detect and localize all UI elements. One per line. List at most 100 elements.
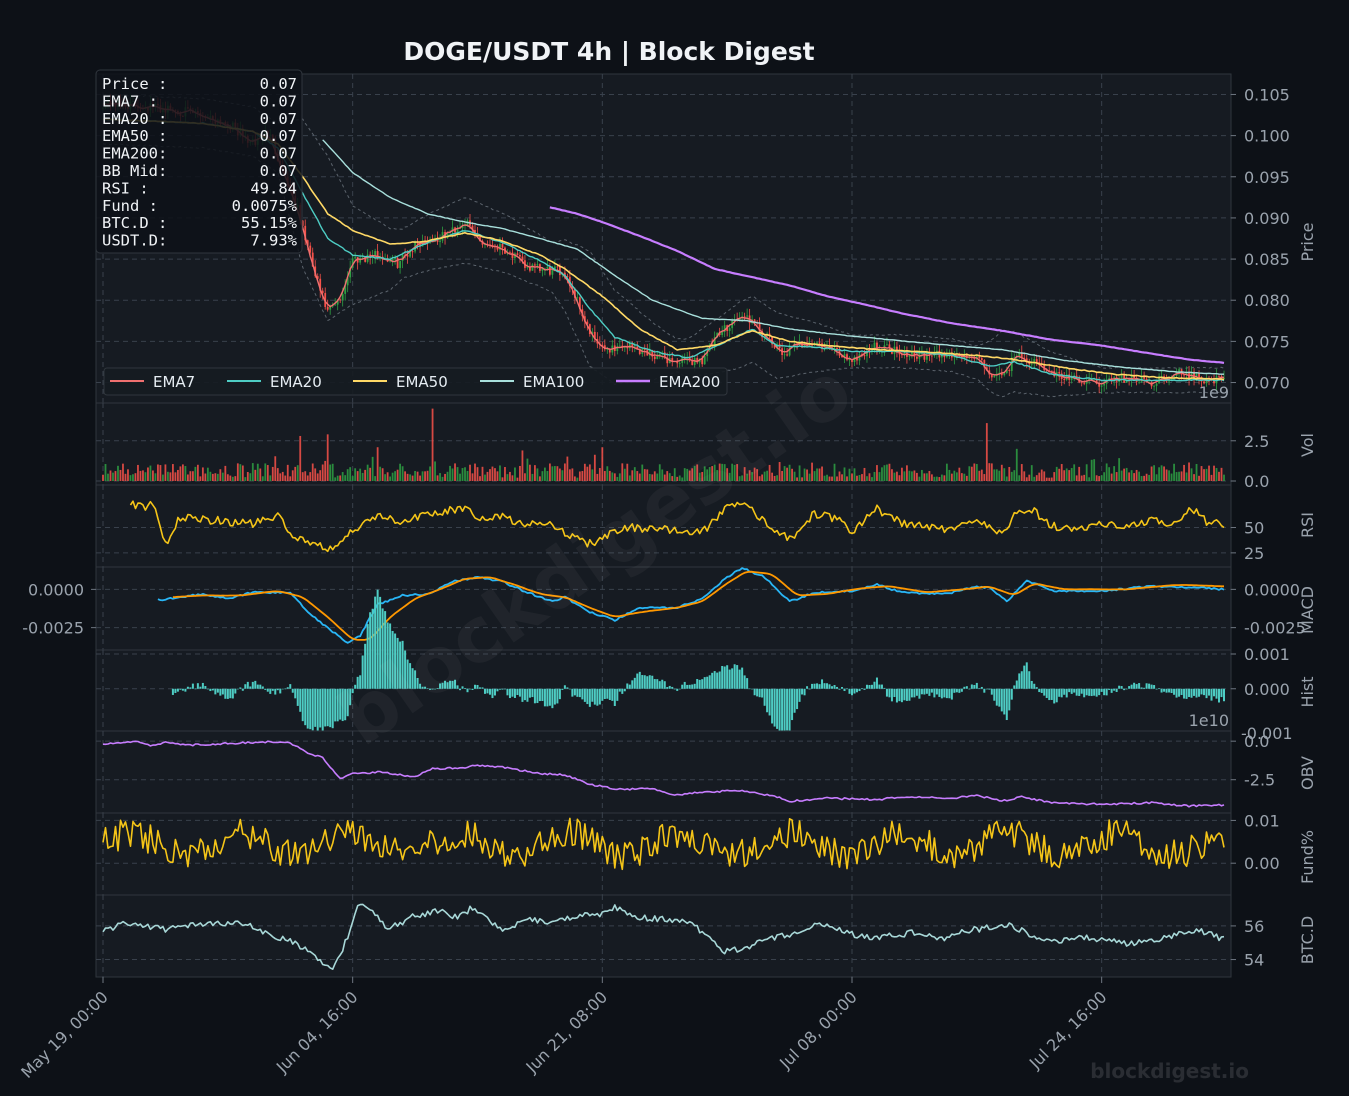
left-y-tick-macd-0: 0.0000 [28,580,84,599]
volume-bar [339,475,342,481]
volume-bar [841,474,843,481]
histogram-bar [868,685,871,689]
candle-body [329,306,332,310]
volume-bar [1155,474,1158,481]
histogram-bar [276,688,279,691]
histogram-bar [1040,688,1043,693]
candle-body [978,355,981,359]
candle-body [1178,369,1180,372]
volume-bar [426,470,429,481]
volume-bar [1060,464,1063,481]
volume-bar [1158,467,1160,481]
volume-bar [1153,465,1155,481]
volume-bar [109,470,112,481]
volume-bar [1063,470,1066,481]
volume-bar [1050,477,1053,481]
histogram-bar [793,688,796,713]
histogram-bar [611,688,614,701]
histogram-bar [309,688,312,730]
y-tick-btcd-0: 56 [1244,917,1264,936]
volume-bar [1045,477,1048,481]
candle-body [1030,363,1033,365]
histogram-bar [1100,688,1103,692]
volume-bar [329,464,332,481]
histogram-bar [269,688,272,694]
volume-bar [341,472,344,481]
volume-bar [623,468,626,481]
histogram-bar [741,667,744,689]
volume-bar [304,471,307,481]
candle-body [359,257,362,263]
volume-bar [1148,474,1151,481]
candle-body [1083,382,1086,384]
ema200-line [549,206,1225,364]
volume-bar [521,450,524,481]
volume-bar [955,472,958,481]
candle-body [796,343,798,345]
volume-bar [1175,472,1178,481]
volume-bar [181,464,184,481]
histogram-bar [791,688,794,721]
histogram-bar [1203,688,1206,696]
histogram-bar [478,687,481,689]
volume-bar [831,476,833,481]
candle-body [336,299,339,305]
histogram-bar [678,688,681,690]
histogram-bar [698,679,701,689]
candle-body [419,243,421,247]
histogram-bar [296,688,299,706]
candle-body [391,259,394,262]
histogram-bar [281,688,284,690]
histogram-bar [841,687,844,689]
candle-body [1143,375,1146,379]
histogram-bar [726,665,729,689]
volume-bar [858,475,861,481]
histogram-bar [1215,688,1218,699]
volume-bar [424,471,426,481]
histogram-bar [766,688,769,713]
candle-body [1048,370,1051,372]
candle-body [546,266,549,269]
candle-body [876,342,878,351]
y-tick-price-6: 0.100 [1244,127,1290,146]
volume-bar [818,468,821,481]
candle-body [786,354,788,356]
histogram-bar [950,688,953,700]
volume-bar [147,467,149,481]
candle-body [896,346,898,352]
histogram-bar [518,688,521,697]
histogram-bar [216,688,219,693]
candle-body [601,344,604,346]
volume-bar [643,469,646,481]
volume-bar [935,476,938,481]
histogram-bar [354,684,357,689]
volume-bar [441,476,444,481]
histogram-bar [1138,683,1141,689]
candle-body [1075,375,1078,378]
histogram-bar [424,686,427,689]
volume-bar [446,471,449,481]
volume-bar [578,471,581,481]
volume-bar [746,473,749,481]
candle-body [913,351,916,357]
histogram-bar [1075,688,1078,696]
volume-bar [608,470,611,481]
volume-bar [1185,472,1188,481]
histogram-bar [379,596,382,689]
volume-bar [276,468,279,481]
histogram-bar [274,688,277,695]
candle-body [888,344,891,349]
volume-bar [429,466,431,481]
volume-bar [112,472,114,481]
histogram-bar [933,688,936,698]
histogram-bar [628,684,631,689]
volume-bar [881,467,883,481]
volume-bar [751,472,754,481]
rsi-line [129,500,1225,553]
volume-bar [234,476,237,481]
volume-bar [1090,459,1093,481]
volume-bar [269,475,272,481]
candle-body [1028,362,1031,365]
histogram-bar [681,684,684,689]
volume-bar [127,469,129,481]
